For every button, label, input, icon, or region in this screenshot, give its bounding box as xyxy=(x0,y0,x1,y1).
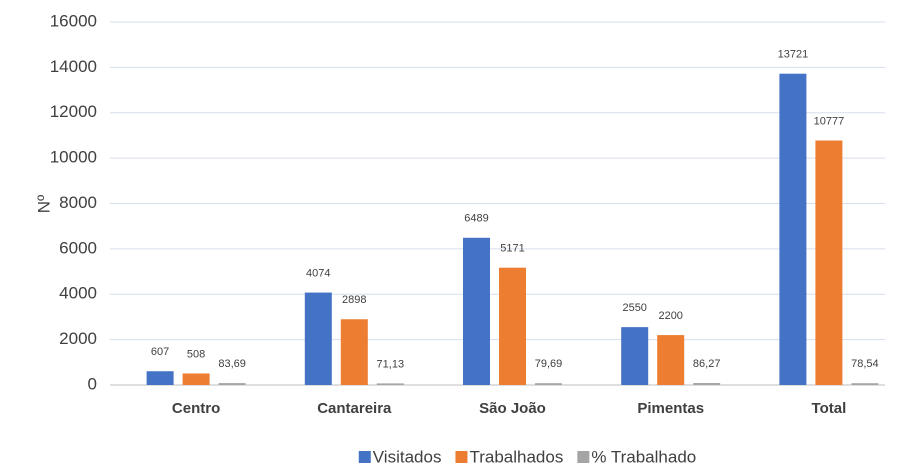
data-label: 6489 xyxy=(464,213,488,225)
bar xyxy=(499,267,526,385)
legend-swatch xyxy=(455,451,468,463)
bar xyxy=(535,383,562,385)
data-label: 607 xyxy=(151,346,169,358)
y-tick-label: 8000 xyxy=(59,193,97,212)
x-tick-label: Pimentas xyxy=(637,400,704,417)
y-tick-label: 2000 xyxy=(59,329,97,348)
x-tick-label: Total xyxy=(812,400,847,417)
bar xyxy=(182,373,210,385)
legend-label: Trabalhados xyxy=(469,447,563,466)
x-tick-label: Centro xyxy=(172,400,220,417)
data-label: 78,54 xyxy=(851,358,879,370)
data-label: 86,27 xyxy=(693,358,721,370)
legend-label: % Trabalhado xyxy=(591,447,696,466)
y-tick-label: 12000 xyxy=(50,102,97,121)
bar xyxy=(146,371,174,385)
y-tick-label: 0 xyxy=(88,374,97,393)
legend-label: Visitados xyxy=(373,447,442,466)
x-tick-label: São João xyxy=(479,400,546,417)
bar xyxy=(851,383,879,385)
bar xyxy=(815,140,843,385)
legend-swatch xyxy=(358,451,371,463)
bar xyxy=(340,319,368,385)
y-tick-label: 6000 xyxy=(59,238,97,257)
x-tick-label: Cantareira xyxy=(317,400,392,417)
y-tick-label: 14000 xyxy=(50,57,97,76)
data-label: 2898 xyxy=(342,294,366,306)
bar xyxy=(376,383,404,385)
legend-swatch xyxy=(577,451,590,463)
y-tick-label: 16000 xyxy=(50,11,97,30)
bar xyxy=(693,383,721,385)
y-tick-label: 4000 xyxy=(59,284,97,303)
data-label: 2550 xyxy=(622,302,646,314)
data-label: 2200 xyxy=(658,310,682,322)
data-label: 508 xyxy=(187,348,205,360)
data-label: 79,69 xyxy=(535,358,563,370)
data-label: 5171 xyxy=(500,243,524,255)
data-label: 71,13 xyxy=(377,358,405,370)
data-label: 4074 xyxy=(306,267,330,279)
bar xyxy=(463,237,490,385)
data-label: 83,69 xyxy=(218,358,246,370)
bar xyxy=(621,327,649,385)
y-axis-label: Nº xyxy=(34,195,53,214)
bar xyxy=(304,292,332,385)
data-label: 10777 xyxy=(814,115,845,127)
bar xyxy=(218,383,246,385)
bar xyxy=(657,335,685,385)
y-tick-label: 10000 xyxy=(50,148,97,167)
bar xyxy=(779,73,807,386)
data-label: 13721 xyxy=(778,49,809,61)
